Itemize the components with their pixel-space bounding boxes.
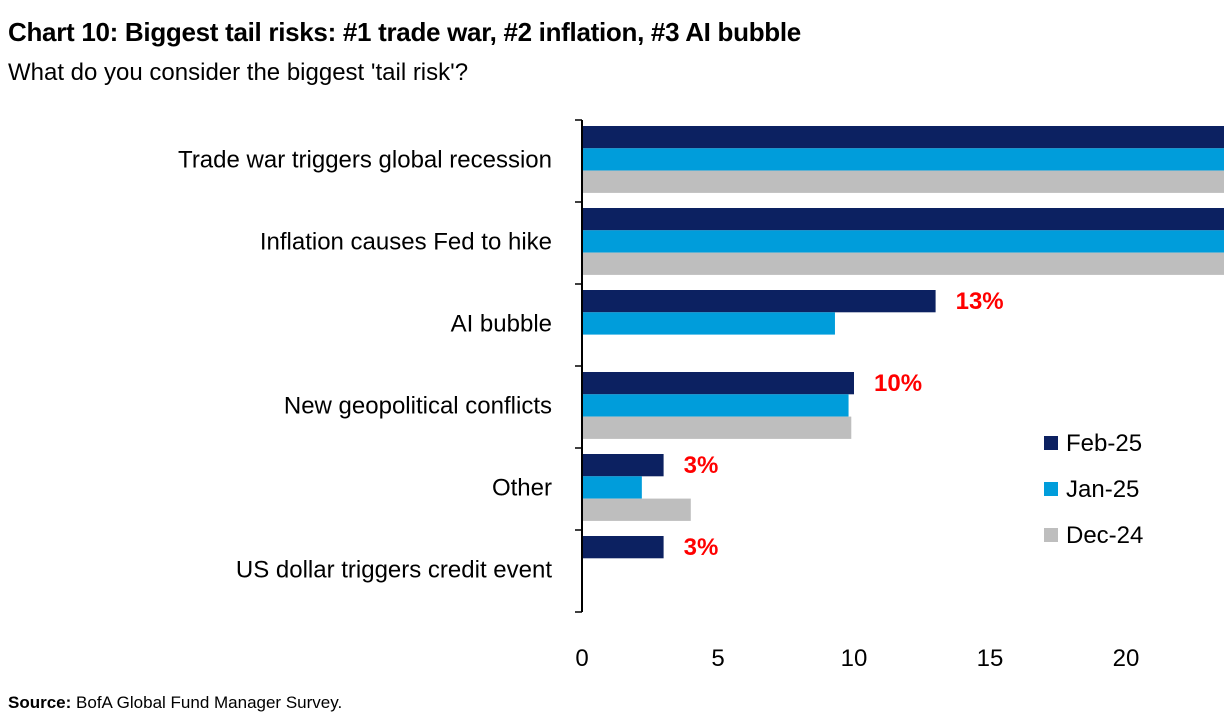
legend-label-feb-25: Feb-25 — [1066, 430, 1142, 457]
bar-jan-25-inflation-causes-fed-to-hike — [582, 230, 1224, 253]
bar-feb-25-inflation-causes-fed-to-hike — [582, 208, 1224, 231]
source-text: BofA Global Fund Manager Survey. — [71, 693, 343, 712]
category-label-trade-war-triggers-global-recession: Trade war triggers global recession — [178, 146, 552, 173]
x-tick-label-20: 20 — [1113, 645, 1140, 672]
legend-swatch-dec-24 — [1044, 528, 1058, 542]
bar-jan-25-new-geopolitical-conflicts — [582, 394, 849, 417]
bar-feb-25-other — [582, 454, 664, 477]
bar-feb-25-new-geopolitical-conflicts — [582, 372, 854, 395]
legend-swatch-feb-25 — [1044, 436, 1058, 450]
source-note: Source: BofA Global Fund Manager Survey. — [8, 693, 342, 713]
data-label-other: 3% — [684, 452, 719, 479]
category-label-other: Other — [492, 474, 552, 501]
chart-title: Chart 10: Biggest tail risks: #1 trade w… — [8, 17, 801, 47]
category-label-us-dollar-triggers-credit-event: US dollar triggers credit event — [236, 556, 552, 583]
category-label-new-geopolitical-conflicts: New geopolitical conflicts — [284, 392, 552, 419]
data-label-new-geopolitical-conflicts: 10% — [874, 370, 922, 397]
bar-jan-25-trade-war-triggers-global-recession — [582, 148, 1224, 171]
category-label-inflation-causes-fed-to-hike: Inflation causes Fed to hike — [260, 228, 552, 255]
data-label-us-dollar-triggers-credit-event: 3% — [684, 534, 719, 561]
data-label-ai-bubble: 13% — [956, 288, 1004, 315]
bar-chart: Trade war triggers global recession39%In… — [178, 119, 1224, 672]
x-tick-label-5: 5 — [711, 645, 724, 672]
bar-jan-25-ai-bubble — [582, 312, 835, 335]
legend-swatch-jan-25 — [1044, 482, 1058, 496]
x-tick-label-15: 15 — [977, 645, 1004, 672]
bar-feb-25-trade-war-triggers-global-recession — [582, 126, 1224, 149]
source-label: Source: — [8, 693, 72, 712]
bar-dec-24-trade-war-triggers-global-recession — [582, 170, 1224, 193]
x-tick-label-10: 10 — [841, 645, 868, 672]
bar-feb-25-us-dollar-triggers-credit-event — [582, 536, 664, 559]
bar-jan-25-other — [582, 476, 642, 499]
legend-label-dec-24: Dec-24 — [1066, 522, 1143, 549]
legend-label-jan-25: Jan-25 — [1066, 476, 1139, 503]
bar-dec-24-inflation-causes-fed-to-hike — [582, 252, 1224, 275]
bar-dec-24-new-geopolitical-conflicts — [582, 416, 852, 439]
bar-dec-24-other — [582, 498, 691, 521]
chart-subtitle: What do you consider the biggest 'tail r… — [8, 59, 469, 86]
bar-feb-25-ai-bubble — [582, 290, 936, 313]
category-label-ai-bubble: AI bubble — [451, 310, 552, 337]
x-tick-label-0: 0 — [575, 645, 588, 672]
